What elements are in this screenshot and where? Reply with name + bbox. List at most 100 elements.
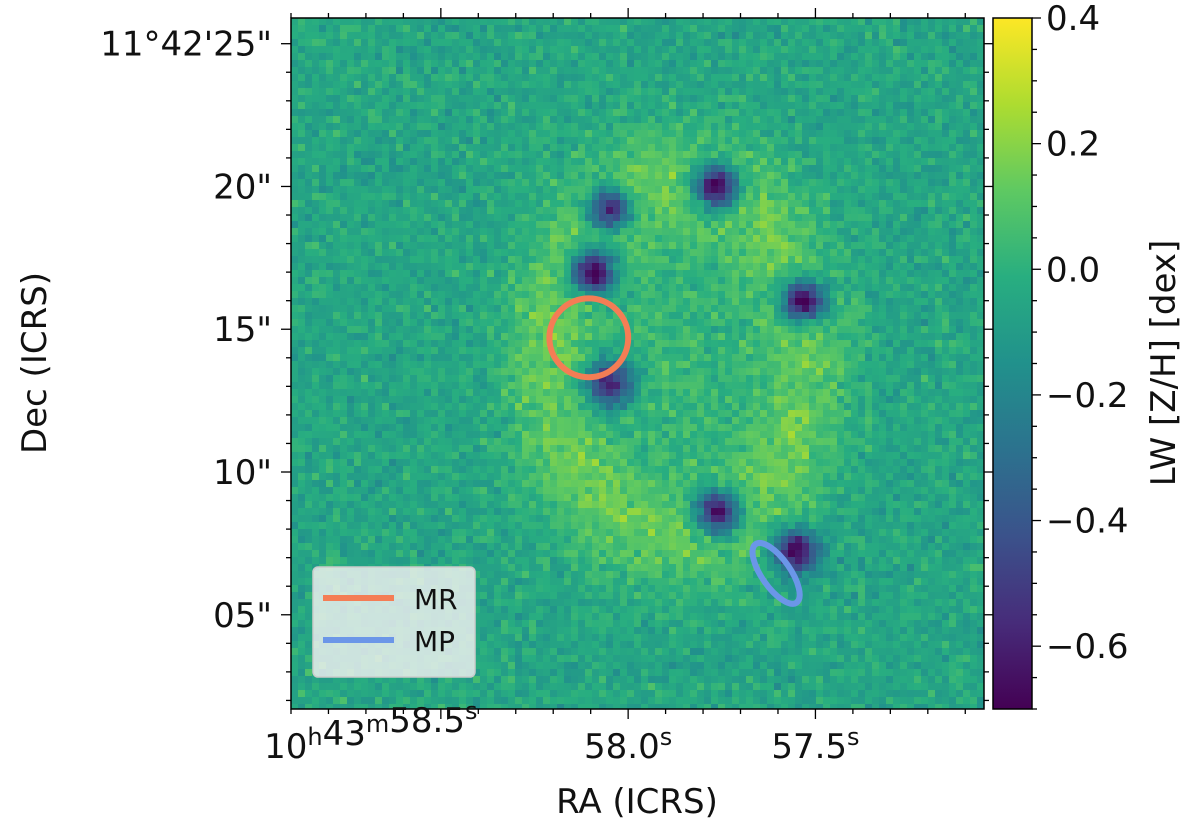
heatmap-cell bbox=[914, 158, 922, 166]
heatmap-cell bbox=[655, 228, 663, 236]
heatmap-cell bbox=[676, 95, 684, 103]
heatmap-cell bbox=[851, 18, 859, 26]
heatmap-cell bbox=[326, 270, 334, 278]
heatmap-cell bbox=[900, 25, 908, 33]
heatmap-cell bbox=[634, 235, 642, 243]
heatmap-cell bbox=[865, 46, 873, 54]
heatmap-cell bbox=[508, 67, 516, 75]
heatmap-cell bbox=[494, 102, 502, 110]
heatmap-cell bbox=[291, 354, 299, 362]
heatmap-cell bbox=[627, 326, 635, 334]
heatmap-cell bbox=[501, 249, 509, 257]
heatmap-cell bbox=[711, 74, 719, 82]
heatmap-cell bbox=[809, 256, 817, 264]
heatmap-cell bbox=[312, 305, 320, 313]
heatmap-cell bbox=[466, 172, 474, 180]
heatmap-cell bbox=[368, 228, 376, 236]
heatmap-cell bbox=[774, 249, 782, 257]
heatmap-cell bbox=[949, 214, 957, 222]
heatmap-cell bbox=[501, 221, 509, 229]
heatmap-cell bbox=[676, 88, 684, 96]
heatmap-cell bbox=[361, 361, 369, 369]
heatmap-cell bbox=[494, 326, 502, 334]
heatmap-cell bbox=[795, 186, 803, 194]
heatmap-cell bbox=[340, 305, 348, 313]
heatmap-cell bbox=[613, 221, 621, 229]
heatmap-cell bbox=[823, 242, 831, 250]
heatmap-cell bbox=[921, 67, 929, 75]
heatmap-cell bbox=[333, 95, 341, 103]
heatmap-cell bbox=[648, 172, 656, 180]
heatmap-cell bbox=[298, 312, 306, 320]
heatmap-cell bbox=[487, 81, 495, 89]
heatmap-cell bbox=[494, 18, 502, 26]
heatmap-cell bbox=[298, 137, 306, 145]
heatmap-cell bbox=[347, 249, 355, 257]
heatmap-cell bbox=[291, 130, 299, 138]
heatmap-cell bbox=[690, 242, 698, 250]
heatmap-cell bbox=[641, 305, 649, 313]
heatmap-cell bbox=[445, 319, 453, 327]
heatmap-cell bbox=[480, 137, 488, 145]
heatmap-cell bbox=[480, 319, 488, 327]
heatmap-cell bbox=[970, 361, 978, 369]
heatmap-cell bbox=[753, 305, 761, 313]
heatmap-cell bbox=[501, 39, 509, 47]
heatmap-cell bbox=[389, 235, 397, 243]
heatmap-cell bbox=[431, 347, 439, 355]
heatmap-cell bbox=[893, 249, 901, 257]
heatmap-cell bbox=[592, 354, 600, 362]
heatmap-cell bbox=[844, 88, 852, 96]
heatmap-cell bbox=[410, 340, 418, 348]
heatmap-cell bbox=[347, 284, 355, 292]
heatmap-cell bbox=[767, 340, 775, 348]
heatmap-cell bbox=[823, 298, 831, 306]
heatmap-cell bbox=[718, 284, 726, 292]
heatmap-cell bbox=[935, 354, 943, 362]
heatmap-cell bbox=[872, 228, 880, 236]
heatmap-cell bbox=[543, 228, 551, 236]
heatmap-cell bbox=[410, 116, 418, 124]
heatmap-cell bbox=[907, 207, 915, 215]
heatmap-cell bbox=[599, 305, 607, 313]
heatmap-cell bbox=[585, 18, 593, 26]
heatmap-cell bbox=[340, 144, 348, 152]
heatmap-cell bbox=[361, 354, 369, 362]
heatmap-cell bbox=[802, 172, 810, 180]
heatmap-cell bbox=[816, 53, 824, 61]
heatmap-cell bbox=[781, 228, 789, 236]
heatmap-cell bbox=[781, 32, 789, 40]
heatmap-cell bbox=[900, 67, 908, 75]
heatmap-cell bbox=[718, 144, 726, 152]
heatmap-cell bbox=[725, 333, 733, 341]
heatmap-cell bbox=[627, 249, 635, 257]
heatmap-cell bbox=[375, 32, 383, 40]
heatmap-cell bbox=[865, 284, 873, 292]
heatmap-cell bbox=[641, 340, 649, 348]
heatmap-cell bbox=[851, 221, 859, 229]
heatmap-cell bbox=[977, 361, 984, 369]
heatmap-cell bbox=[697, 326, 705, 334]
heatmap-cell bbox=[592, 263, 600, 271]
heatmap-cell bbox=[669, 137, 677, 145]
heatmap-cell bbox=[368, 333, 376, 341]
heatmap-cell bbox=[438, 277, 446, 285]
heatmap-cell bbox=[970, 298, 978, 306]
heatmap-cell bbox=[767, 95, 775, 103]
heatmap-cell bbox=[956, 123, 964, 131]
heatmap-cell bbox=[963, 228, 971, 236]
heatmap-cell bbox=[466, 151, 474, 159]
heatmap-cell bbox=[648, 228, 656, 236]
heatmap-cell bbox=[690, 60, 698, 68]
heatmap-cell bbox=[851, 144, 859, 152]
heatmap-cell bbox=[347, 130, 355, 138]
heatmap-cell bbox=[802, 186, 810, 194]
heatmap-cell bbox=[739, 144, 747, 152]
heatmap-cell bbox=[522, 221, 530, 229]
heatmap-cell bbox=[648, 179, 656, 187]
heatmap-cell bbox=[515, 326, 523, 334]
heatmap-cell bbox=[942, 46, 950, 54]
heatmap-cell bbox=[431, 18, 439, 26]
heatmap-cell bbox=[767, 81, 775, 89]
heatmap-cell bbox=[480, 228, 488, 236]
